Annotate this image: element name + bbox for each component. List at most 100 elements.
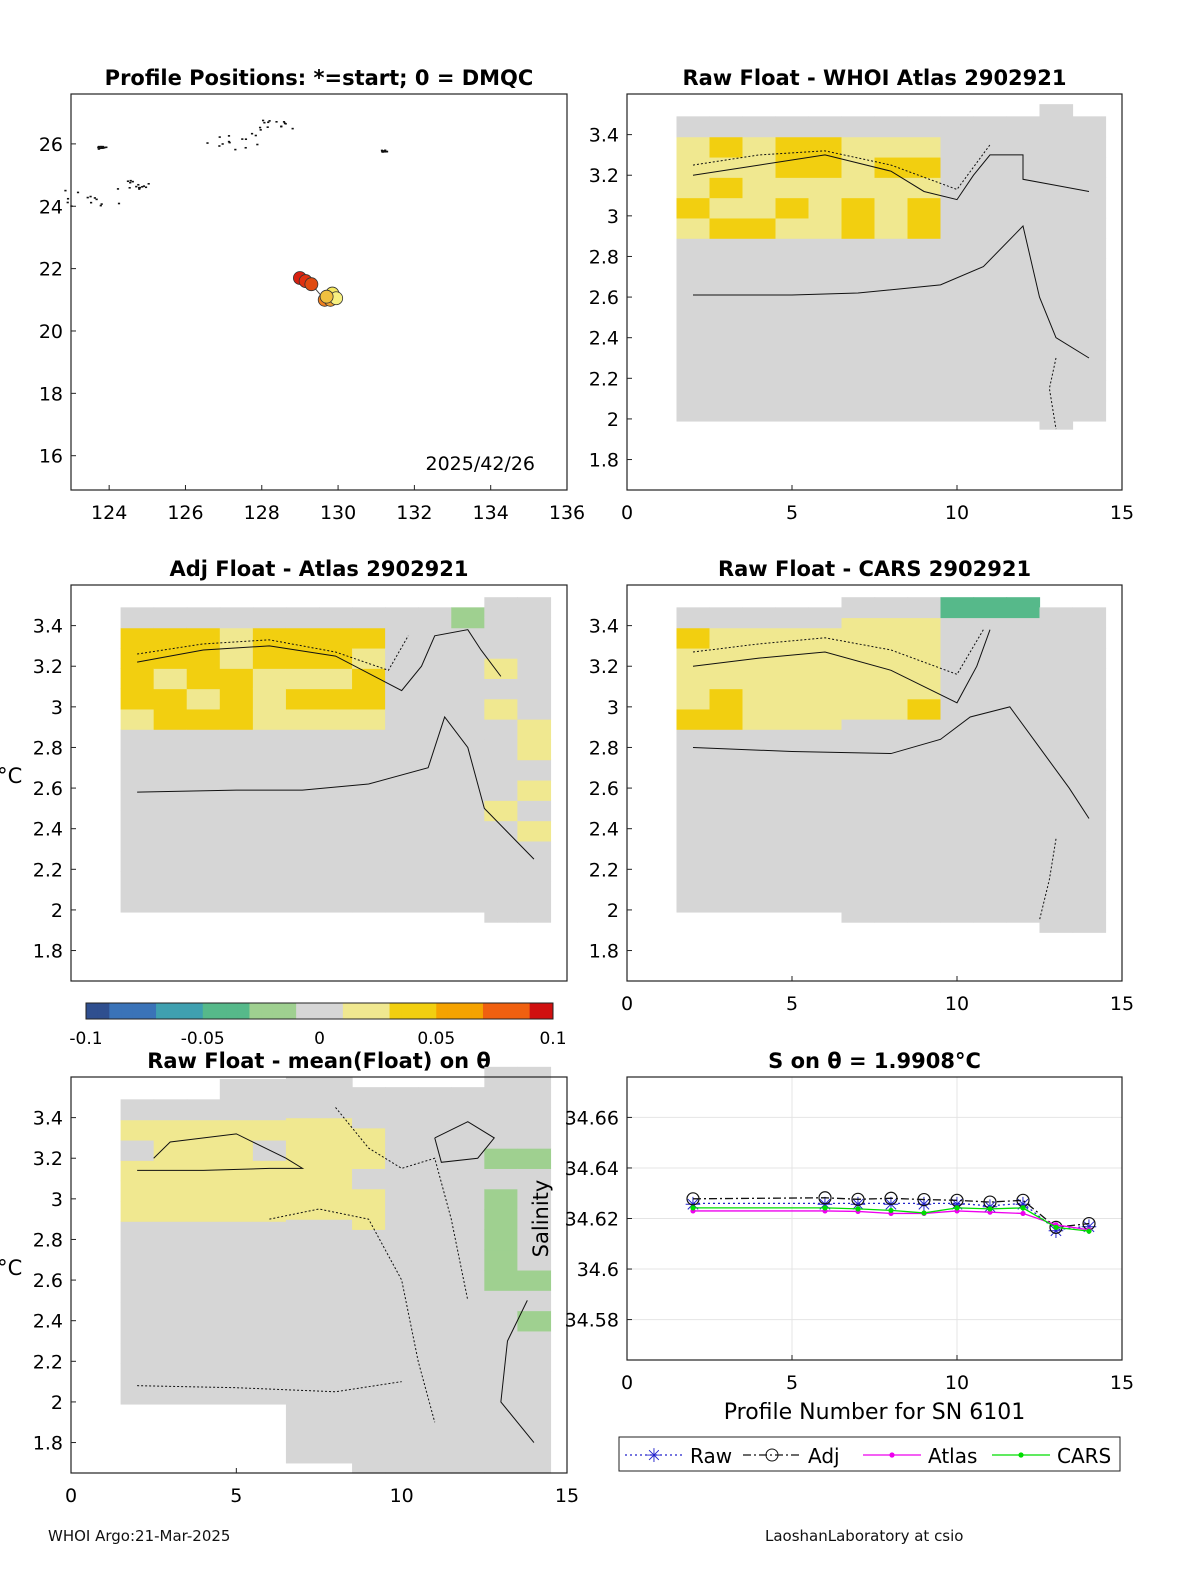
heatmap-cell [709, 769, 744, 791]
colorbar-swatch [156, 1003, 169, 1019]
heatmap-cell [709, 647, 744, 669]
heatmap-cell [385, 1371, 419, 1393]
heatmap-cell [219, 1180, 254, 1202]
heatmap-cell [186, 1241, 221, 1263]
heatmap-cell [1039, 749, 1074, 771]
y-tick-label: 16 [39, 446, 63, 468]
heatmap-cell [352, 830, 386, 852]
heatmap-cell [451, 1391, 485, 1413]
heatmap-cell [1072, 891, 1107, 913]
heatmap-cell [940, 136, 975, 158]
data-point [1086, 1228, 1092, 1234]
heatmap-cell [352, 1412, 386, 1433]
heatmap-cell [676, 607, 711, 629]
coast-speck [268, 120, 271, 122]
heatmap-cell [709, 380, 744, 402]
data-point [1049, 1220, 1063, 1234]
colorbar-swatch [132, 1003, 145, 1019]
heatmap-cell [940, 861, 975, 883]
heatmap-cell [285, 708, 320, 730]
heatmap-cell [285, 688, 320, 710]
coast-speck [227, 135, 231, 137]
x-tick-label: 10 [945, 1372, 969, 1394]
coast-speck [95, 198, 98, 201]
heatmap-cell [676, 238, 711, 260]
heatmap-cell [352, 1330, 386, 1352]
heatmap-cell [484, 1310, 518, 1332]
heatmap-cell [808, 729, 843, 751]
heatmap-cell [352, 1351, 386, 1373]
heatmap-cell [742, 238, 777, 260]
heatmap-cell [775, 729, 810, 751]
heatmap-cell [319, 790, 353, 812]
coast-speck [383, 150, 386, 152]
heatmap-cell [973, 901, 1008, 923]
heatmap-cell [1039, 790, 1074, 812]
heatmap-cell [352, 1249, 386, 1271]
heatmap-cell [841, 698, 876, 720]
heatmap-cell [709, 749, 744, 771]
heatmap-cell [874, 319, 909, 341]
heatmap-cell [973, 197, 1008, 219]
heatmap-cell [1072, 810, 1107, 832]
coast-speck [129, 179, 132, 182]
heatmap-cell [484, 1371, 518, 1393]
heatmap-cell [709, 319, 744, 341]
raw-mean-title: Raw Float - mean(Float) on θ [147, 1049, 491, 1073]
y-tick-label: 2.8 [33, 1229, 63, 1251]
heatmap-cell [1072, 708, 1107, 730]
heatmap-cell [451, 729, 485, 751]
heatmap-cell [973, 238, 1008, 260]
heatmap-cell [352, 647, 386, 669]
heatmap-cell [709, 830, 744, 852]
heatmap-cell [940, 400, 975, 422]
heatmap-cell [517, 1391, 552, 1413]
heatmap-cell [775, 708, 810, 730]
heatmap-cell [940, 759, 975, 781]
heatmap-cell [418, 749, 452, 771]
colorbar-swatch [506, 1003, 519, 1019]
heatmap-cell [676, 749, 711, 771]
heatmap-cell [841, 840, 876, 862]
heatmap-cell [775, 668, 810, 690]
heatmap-cell [676, 810, 711, 832]
heatmap-cell [841, 901, 876, 923]
heatmap-cell [1039, 124, 1074, 146]
heatmap-cell [973, 278, 1008, 300]
y-tick-label: 2.8 [33, 737, 63, 759]
heatmap-cell [517, 901, 552, 923]
raw-atlas-axes: Raw Float - WHOI Atlas 2902921 0 5 10 15 1.8 2… [589, 66, 1134, 524]
heatmap-cell [484, 840, 518, 862]
heatmap-cell [319, 729, 353, 751]
heatmap-cell [484, 1452, 518, 1474]
heatmap-cell [1039, 769, 1074, 791]
heatmap-cell [1006, 116, 1041, 138]
heatmap-cell [775, 400, 810, 422]
heatmap-cell [1039, 104, 1074, 126]
heatmap-cell [709, 668, 744, 690]
heatmap-cell [252, 1119, 287, 1141]
heatmap-cell [484, 779, 518, 801]
heatmap-cell [186, 1302, 221, 1324]
colorbar-swatch [354, 1003, 367, 1019]
heatmap-cell [676, 339, 711, 361]
heatmap-cell [973, 820, 1008, 842]
heatmap-cell [484, 1412, 518, 1433]
coast-speck [144, 186, 148, 189]
heatmap-cell [517, 759, 552, 781]
heatmap-cell [1039, 647, 1074, 669]
axes-frame [70, 1076, 568, 1474]
heatmap-cell [484, 678, 518, 700]
heatmap-cell [418, 1310, 452, 1332]
heatmap-cell [907, 901, 942, 923]
heatmap-cell [1039, 368, 1074, 390]
heatmap-cell [775, 830, 810, 852]
y-tick-label: 2 [51, 1392, 63, 1414]
heatmap-cell [219, 1322, 254, 1344]
heatmap-cell [451, 1087, 485, 1109]
heatmap-cell [742, 136, 777, 158]
heatmap-cell [1072, 830, 1107, 852]
heatmap-cell [418, 1087, 452, 1109]
heatmap-cell [1072, 627, 1107, 649]
heatmap-cell [742, 197, 777, 219]
